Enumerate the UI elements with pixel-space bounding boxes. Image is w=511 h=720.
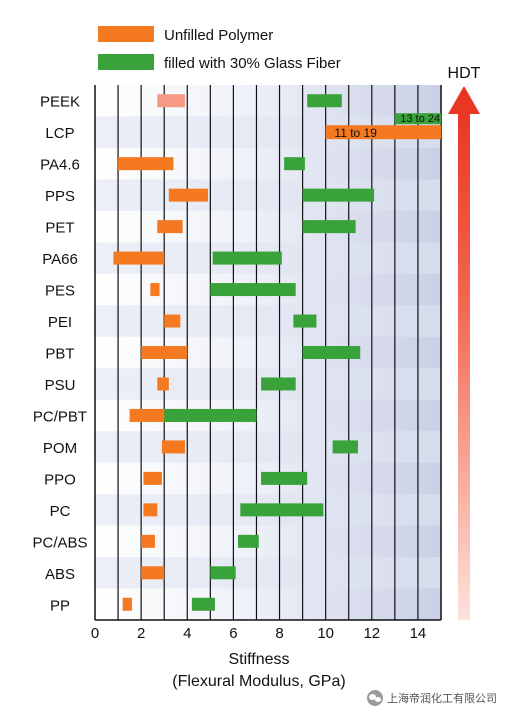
legend-label-glass-fiber: filled with 30% Glass Fiber [164,55,341,72]
bar-psu-glass-fiber [261,377,296,391]
legend-swatch-unfilled [98,26,154,42]
bar-pc-abs-glass-fiber [238,534,259,548]
bar-ppo-unfilled [143,471,162,485]
category-label-pa4-6: PA4.6 [40,157,80,174]
x-tick-label: 6 [229,625,237,642]
bars [113,94,441,611]
bar-lcp-unfilled [325,125,441,140]
category-label-abs: ABS [45,566,75,583]
x-axis-label: Stiffness [228,651,289,668]
bar-pc-unfilled [143,503,158,517]
bar-pa66-unfilled [113,251,165,265]
hdt-label: HDT [448,65,481,82]
category-label-pei: PEI [48,314,72,331]
bar-peek-unfilled [157,94,185,108]
bar-pa66-glass-fiber [212,251,282,265]
watermark-text: 上海帝润化工有限公司 [387,692,497,705]
category-label-pes: PES [45,283,75,300]
bar-abs-unfilled [141,566,165,580]
row-band [95,431,441,463]
category-label-pp: PP [50,597,70,614]
bar-pbt-unfilled [141,346,188,359]
bar-pps-unfilled [168,188,209,202]
row-band [95,305,441,337]
hdt-arrow-icon [448,86,480,620]
bar-pa4-6-glass-fiber [284,157,305,171]
x-tick-label: 14 [410,625,427,642]
bar-pes-glass-fiber [210,283,296,297]
category-label-peek: PEEK [40,94,80,111]
x-tick-label: 4 [183,625,191,642]
bar-lcp-glass-fiber [394,113,441,125]
row-band [95,179,441,211]
bar-pc-pbt-glass-fiber [164,408,257,422]
category-label-pom: POM [43,440,77,457]
bar-pp-unfilled [122,597,132,611]
annotation-lcp-unfilled: 11 to 19 [334,126,377,140]
bar-pa4-6-unfilled [118,157,174,171]
x-axis-label-unit: (Flexural Modulus, GPa) [172,673,345,690]
category-label-pps: PPS [45,188,75,205]
category-label-pet: PET [45,220,74,237]
bar-pom-glass-fiber [332,440,358,454]
category-label-lcp: LCP [45,125,74,142]
legend-label-unfilled: Unfilled Polymer [164,27,273,44]
bar-pbt-glass-fiber [302,346,361,359]
bar-psu-unfilled [157,377,169,391]
bar-pp-glass-fiber [191,597,215,611]
category-label-ppo: PPO [44,471,76,488]
annotation-lcp-glass-fiber: 13 to 24 [400,113,440,125]
bar-pet-glass-fiber [302,220,356,234]
legend-swatch-glass-fiber [98,54,154,70]
legend: Unfilled Polymer filled with 30% Glass F… [98,26,341,72]
bar-peek-glass-fiber [307,94,342,108]
bar-ppo-glass-fiber [261,471,308,485]
x-tick-label: 8 [275,625,283,642]
wechat-icon [367,690,383,706]
watermark: 上海帝润化工有限公司 [367,690,497,706]
category-label-pc-abs: PC/ABS [32,534,87,551]
category-label-pbt: PBT [45,346,74,363]
category-label-psu: PSU [45,377,76,394]
bar-pes-unfilled [150,283,160,297]
bar-pei-unfilled [164,314,181,328]
bar-pom-unfilled [161,440,185,454]
x-tick-label: 10 [317,625,334,642]
x-axis-ticks: 0 2 4 6 8 10 12 14 [91,625,426,642]
x-tick-label: 0 [91,625,99,642]
bar-pet-unfilled [157,220,183,234]
y-axis-labels: PEEK LCP PA4.6 PPS PET PA66 PES PEI PBT PSU PC/PBT… [32,94,87,615]
bar-pps-glass-fiber [302,188,375,202]
bar-abs-glass-fiber [210,566,236,580]
hdt-arrow: HDT [448,65,481,620]
annotations: 13 to 24 11 to 19 [334,113,440,140]
category-label-pc: PC [50,503,71,520]
category-label-pc-pbt: PC/PBT [33,408,87,425]
category-label-pa66: PA66 [42,251,78,268]
bar-pc-abs-unfilled [141,534,155,548]
bar-pei-glass-fiber [293,314,317,328]
x-tick-label: 2 [137,625,145,642]
x-tick-label: 12 [363,625,380,642]
bar-pc-glass-fiber [240,503,324,517]
